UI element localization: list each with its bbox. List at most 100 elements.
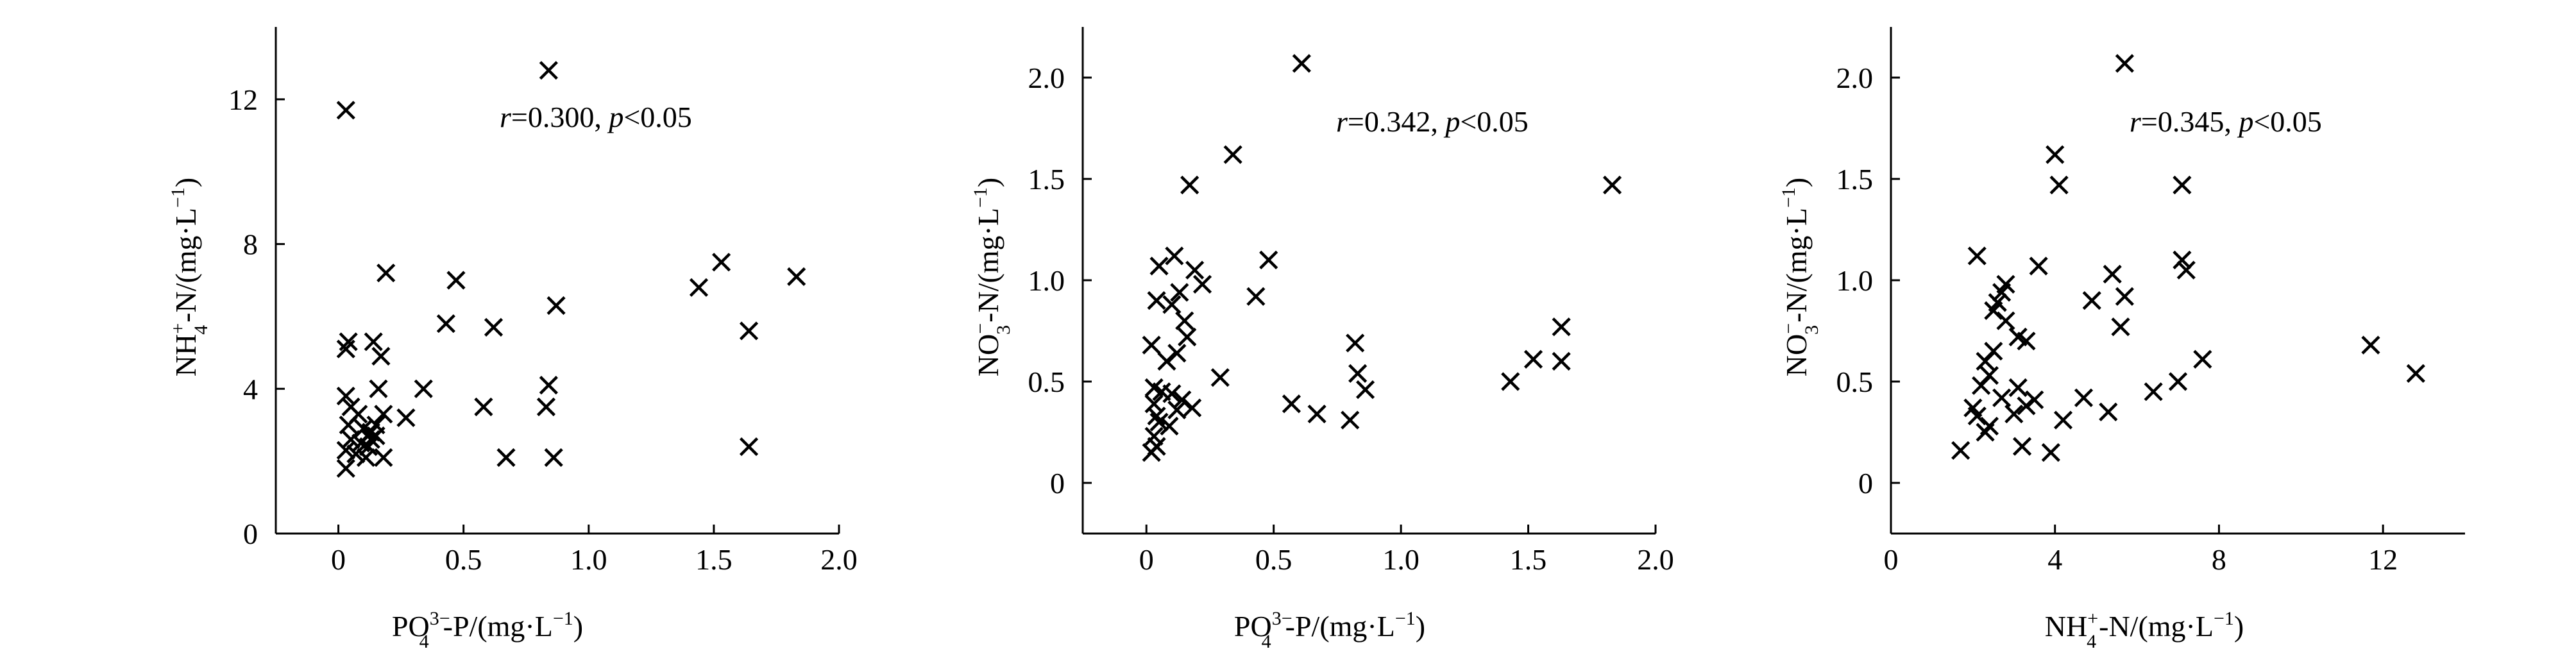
annotation-p-symbol: p <box>607 101 623 133</box>
data-point <box>1147 291 1166 310</box>
data-point <box>544 448 563 467</box>
y-tick-labels: 0 4 8 12 <box>228 83 258 550</box>
data-point <box>2046 145 2065 164</box>
data-point <box>1149 412 1169 432</box>
data-point <box>787 267 806 286</box>
data-point <box>739 437 759 457</box>
x-axis-title-post: -N/(mg·L <box>2099 610 2214 643</box>
data-point <box>336 386 355 406</box>
data-point <box>341 430 360 449</box>
y-tick-label: 0.5 <box>1028 366 1065 398</box>
data-point <box>1602 175 1622 195</box>
data-point <box>2041 443 2060 462</box>
annotation-r-symbol: r <box>1336 105 1348 138</box>
data-point <box>1259 250 1278 269</box>
x-tick-labels: 0 4 8 12 <box>1884 543 2398 576</box>
data-point <box>474 397 493 417</box>
data-point <box>336 339 355 358</box>
annotation-p-value: <0.05 <box>2253 105 2321 138</box>
y-axis-title-sup: − <box>970 323 991 334</box>
x-axis-title-post: -P/(mg·L <box>1285 610 1395 643</box>
y-axis-title-pre: NO <box>972 334 1004 376</box>
data-point <box>1173 390 1192 410</box>
y-axis-title-pre: NO <box>1780 334 1813 376</box>
data-point <box>2115 54 2134 73</box>
annotation-p-symbol: p <box>2237 105 2253 138</box>
data-point <box>371 346 391 366</box>
y-axis-title-unit-sup: −1 <box>1778 187 1799 208</box>
data-point <box>1523 349 1543 369</box>
data-point <box>2111 317 2130 337</box>
y-tick-label: 8 <box>243 228 258 261</box>
data-point <box>1246 287 1266 306</box>
y-tick-label: 12 <box>228 83 258 116</box>
data-point <box>1552 317 1571 337</box>
x-tick-label: 0 <box>1139 543 1154 576</box>
x-axis-title-sup: 3− <box>1272 608 1292 629</box>
y-tick-label: 1.0 <box>1836 264 1874 297</box>
data-point <box>2099 402 2118 421</box>
annotation-p-value: <0.05 <box>623 101 691 133</box>
x-axis-title: PO3− 4 -P/(mg·L−1) <box>392 608 583 652</box>
annotation-r-value: =0.342, <box>1348 105 1445 138</box>
annotation-r-symbol: r <box>2130 105 2142 138</box>
y-tick-labels: 0 0.5 1.0 1.5 2.0 <box>1028 62 1065 500</box>
data-point <box>414 379 433 398</box>
data-point <box>1552 351 1571 371</box>
data-point <box>1951 441 1970 460</box>
data-point <box>336 101 355 120</box>
y-axis-title: NO− 3 -N/(mg·L−1) <box>970 178 1014 376</box>
x-axis-title-unit-sup: −1 <box>553 608 573 629</box>
chart-panel-2: 0 0.5 1.0 1.5 2.0 0 0.5 1.0 1.5 2.0 r=0.342, p<0… <box>970 27 1674 652</box>
data-point <box>1210 368 1230 387</box>
x-axis-title-pre: NH <box>2045 610 2087 643</box>
y-tick-labels: 0 0.5 1.0 1.5 2.0 <box>1836 62 1874 500</box>
data-point <box>1157 351 1176 371</box>
data-points <box>1142 54 1622 462</box>
data-point <box>496 448 516 467</box>
x-tick-label: 1.0 <box>570 543 607 576</box>
y-axis-title: NH+ 4 -N/(mg·L−1) <box>167 178 212 376</box>
data-point <box>336 441 355 460</box>
y-axis-title-sub: 3 <box>993 325 1014 335</box>
data-point <box>1170 283 1189 302</box>
data-point <box>1346 333 1365 353</box>
annotation-r-symbol: r <box>500 101 512 133</box>
data-point <box>1348 364 1368 383</box>
y-tick-label: 1.0 <box>1028 264 1065 297</box>
data-point <box>1162 295 1182 314</box>
data-point <box>1967 246 1987 265</box>
y-tick-label: 4 <box>243 373 258 405</box>
data-point <box>536 397 556 417</box>
data-point <box>2074 388 2094 407</box>
y-tick-label: 2.0 <box>1836 62 1874 94</box>
x-tick-label: 0.5 <box>445 543 482 576</box>
data-point <box>2082 291 2101 310</box>
x-axis-title: NH+ 4-N/(mg·L−1) <box>2045 608 2244 652</box>
y-tick-label: 1.5 <box>1028 163 1065 196</box>
data-point <box>539 376 558 395</box>
data-points <box>1951 54 2425 462</box>
data-points <box>336 61 806 478</box>
data-point <box>336 459 355 478</box>
data-point <box>2193 349 2212 369</box>
data-point <box>1292 54 1311 73</box>
data-point <box>374 448 393 467</box>
data-point <box>361 430 380 449</box>
data-point <box>2029 257 2048 276</box>
data-point <box>2053 410 2073 430</box>
x-axis-title-pre: PO <box>1234 610 1272 643</box>
data-point <box>374 405 393 424</box>
data-point <box>1972 376 1991 395</box>
data-point <box>1162 384 1182 403</box>
x-axis-title-post: -P/(mg·L <box>443 610 553 643</box>
data-point <box>1996 311 2015 330</box>
data-point <box>1355 380 1375 400</box>
x-tick-label: 1.5 <box>695 543 733 576</box>
y-axis-title-post: -N/(mg·L <box>169 208 202 323</box>
data-point <box>2049 175 2069 195</box>
data-point <box>1167 400 1187 419</box>
chart-panel-3: 0 4 8 12 0 0.5 1.0 1.5 2.0 r=0.345, p<0.05 NH+ 4… <box>1778 27 2465 652</box>
data-point <box>1185 260 1205 280</box>
